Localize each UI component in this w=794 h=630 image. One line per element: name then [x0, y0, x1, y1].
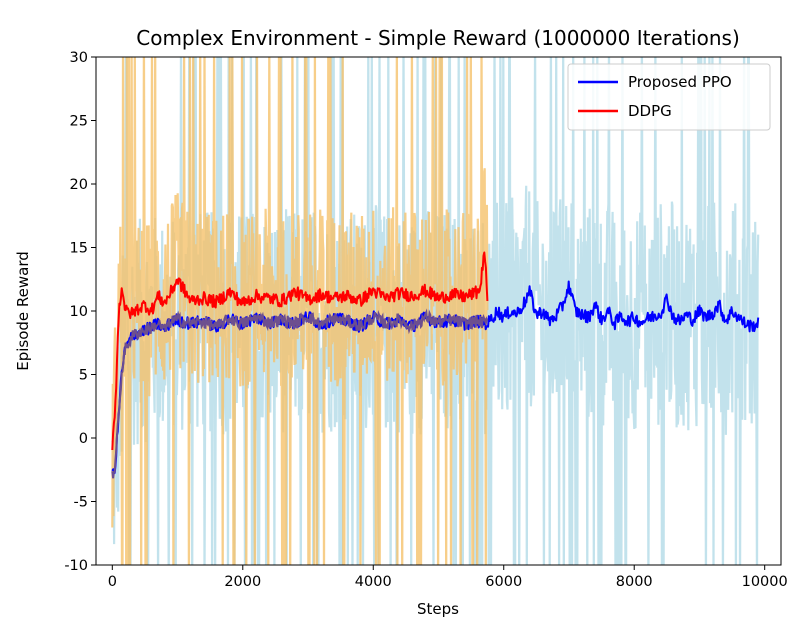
y-tick-label: 25: [70, 114, 88, 130]
y-tick-label: 20: [70, 177, 88, 193]
x-tick-label: 2000: [224, 574, 261, 590]
legend-label-ddpg: DDPG: [628, 102, 672, 120]
y-tick-label: 5: [79, 368, 88, 384]
y-axis: -10 -5 0 5 10 15 20 25 30: [64, 50, 96, 574]
x-tick-label: 8000: [616, 574, 653, 590]
y-tick-label: -10: [64, 558, 88, 574]
y-tick-label: 0: [79, 431, 88, 447]
x-axis: 0 2000 4000 6000 8000 10000: [108, 565, 788, 590]
x-tick-label: 10000: [742, 574, 788, 590]
x-axis-label: Steps: [417, 600, 459, 618]
y-tick-label: 10: [70, 304, 88, 320]
x-tick-label: 4000: [355, 574, 392, 590]
legend: Proposed PPO DDPG: [567, 63, 771, 131]
plot-content: [111, 57, 760, 565]
x-tick-label: 0: [108, 574, 117, 590]
x-tick-label: 6000: [485, 574, 522, 590]
y-tick-label: 30: [70, 50, 88, 66]
raw-trace-ppo: [111, 57, 760, 565]
legend-label-ppo: Proposed PPO: [628, 73, 732, 91]
chart-title: Complex Environment - Simple Reward (100…: [136, 26, 740, 50]
y-tick-label: -5: [74, 495, 88, 511]
y-tick-label: 15: [70, 241, 88, 257]
series-line-ddpg: [111, 251, 489, 451]
legend-box: [567, 63, 771, 131]
series-line-ppo-overlap: [111, 308, 489, 479]
y-axis-label: Episode Reward: [14, 251, 32, 371]
series-lines: [111, 251, 760, 479]
